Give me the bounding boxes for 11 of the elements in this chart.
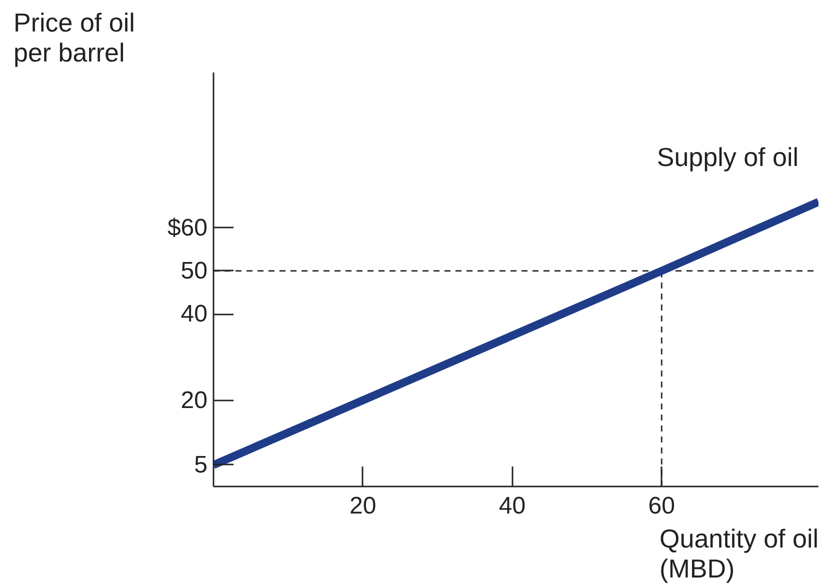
x-tick-label: 40 [498,492,526,520]
y-tick-label: $60 [167,214,208,242]
x-axis-title: Quantity of oil (MBD) [660,524,819,584]
y-tick-label: 20 [180,386,208,414]
y-axis-title: Price of oil per barrel [14,8,135,68]
x-tick-label: 20 [350,492,376,520]
y-tick-label: 50 [180,257,208,284]
x-tick-label: 60 [648,492,676,520]
series-label: Supply of oil [656,142,799,172]
y-tick-label: 40 [180,300,208,328]
y-tick-label: 5 [194,451,208,478]
